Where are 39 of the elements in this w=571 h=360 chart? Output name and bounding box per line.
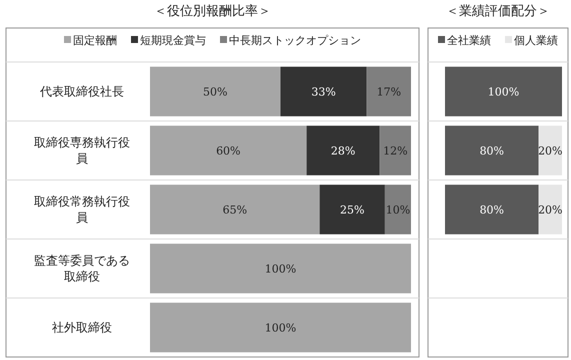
data-label: 25% — [340, 204, 364, 216]
data-label: 28% — [330, 144, 356, 158]
data-label: 12% — [383, 144, 408, 158]
y-tick-label: 取締役専務執行役員 — [34, 136, 130, 166]
data-label: 100% — [264, 262, 296, 276]
bar — [150, 302, 411, 352]
data-label: 17% — [376, 86, 402, 98]
data-label: 80% — [480, 144, 504, 158]
data-label: 100% — [264, 322, 296, 334]
bar — [384, 184, 411, 234]
data-label: 20% — [538, 204, 563, 216]
legend-label: 中長期ストックオプション — [229, 34, 361, 47]
y-tick-label: 代表取締役社長 — [39, 84, 124, 98]
data-label: 33% — [311, 86, 336, 98]
bar — [380, 126, 411, 176]
data-label: 10% — [386, 204, 410, 216]
legend-label: 短期現金賞与 — [140, 34, 206, 47]
y-tick-label: 監査等委員である取締役 — [34, 254, 130, 284]
bar — [150, 126, 307, 176]
bar — [320, 184, 385, 234]
data-label: 20% — [538, 144, 563, 158]
data-label: 65% — [222, 204, 248, 216]
legend-label: 全社業績 — [447, 34, 491, 47]
y-tick-label: 取締役常務執行役員 — [34, 194, 130, 224]
data-label: 100% — [488, 86, 520, 98]
bar — [280, 66, 367, 116]
bar — [150, 66, 280, 116]
legend-label: 個人業績 — [514, 34, 558, 47]
bar — [306, 126, 380, 176]
y-tick-label: 社外取締役 — [52, 320, 112, 334]
data-label: 50% — [203, 86, 228, 98]
data-label: 60% — [216, 144, 241, 158]
legend-label: 固定報酬 — [73, 34, 117, 47]
bar — [150, 244, 411, 294]
bar — [150, 184, 320, 234]
data-label: 80% — [480, 204, 504, 216]
chart-title: ＜業績評価配分＞ — [446, 4, 550, 19]
bar — [366, 66, 411, 116]
chart-title: ＜役位別報酬比率＞ — [154, 3, 271, 19]
